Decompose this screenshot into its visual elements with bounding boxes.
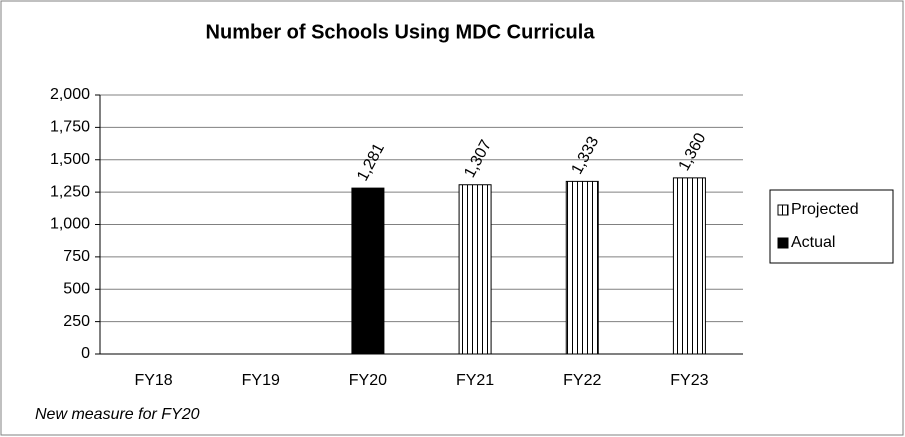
x-tick-label: FY18 bbox=[134, 372, 172, 389]
y-tick-label: 1,500 bbox=[50, 151, 90, 168]
bar bbox=[458, 184, 492, 355]
annotation: New measure for FY20 bbox=[35, 406, 200, 423]
bar bbox=[565, 180, 599, 355]
chart-title: Number of Schools Using MDC Curricula bbox=[206, 21, 596, 43]
legend-swatch bbox=[777, 204, 789, 216]
x-tick-label: FY20 bbox=[349, 372, 387, 389]
legend-box bbox=[769, 189, 894, 264]
legend-label: Actual bbox=[791, 234, 835, 251]
x-tick-label: FY22 bbox=[563, 372, 601, 389]
y-tick-label: 750 bbox=[63, 248, 90, 265]
x-tick-label: FY23 bbox=[670, 372, 708, 389]
y-tick-label: 0 bbox=[81, 345, 90, 362]
y-tick-label: 1,250 bbox=[50, 183, 90, 200]
x-tick-label: FY21 bbox=[456, 372, 494, 389]
y-tick-label: 500 bbox=[63, 280, 90, 297]
bar bbox=[672, 177, 706, 355]
bar bbox=[351, 187, 385, 355]
legend-label: Projected bbox=[791, 201, 859, 218]
y-tick-label: 1,000 bbox=[50, 216, 90, 233]
y-tick-label: 1,750 bbox=[50, 119, 90, 136]
y-tick-label: 250 bbox=[63, 313, 90, 330]
legend-swatch bbox=[777, 237, 789, 249]
y-tick-label: 2,000 bbox=[50, 86, 90, 103]
x-tick-label: FY19 bbox=[242, 372, 280, 389]
